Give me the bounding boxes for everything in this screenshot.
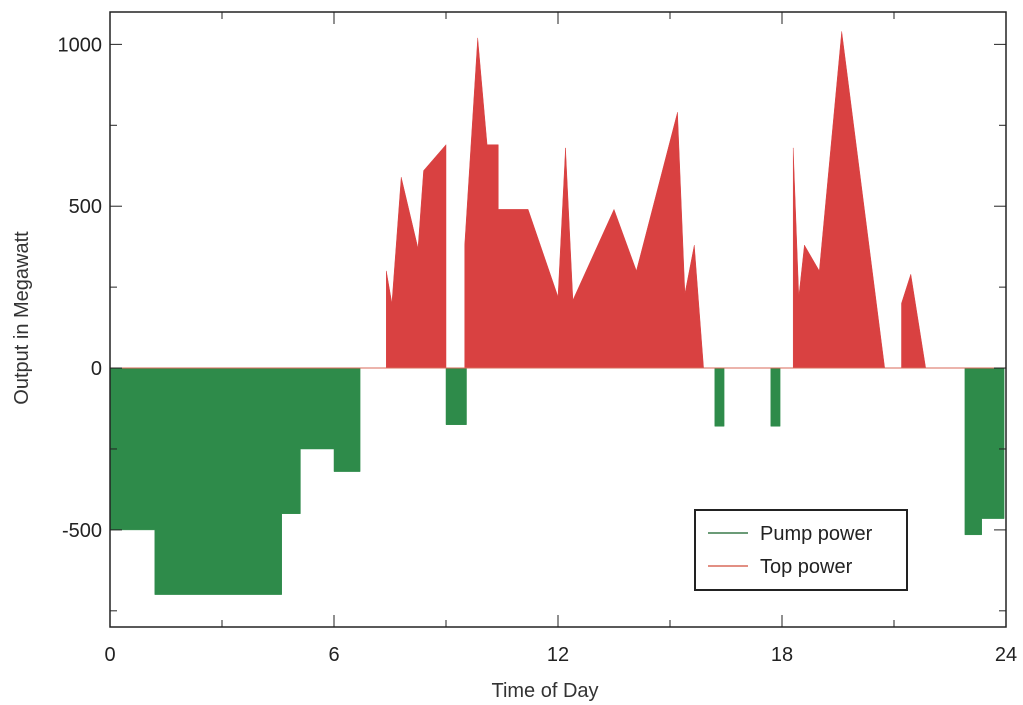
x-tick-label: 6 — [328, 644, 339, 666]
y-axis-title: Output in Megawatt — [11, 231, 33, 405]
y-tick-label: 0 — [91, 358, 102, 380]
legend-box — [694, 509, 908, 591]
x-tick-label: 12 — [547, 644, 569, 666]
legend-label-pump-power: Pump power — [760, 523, 873, 545]
legend: Pump power Top power — [694, 509, 908, 591]
x-tick-label: 24 — [995, 644, 1017, 666]
x-tick-label: 18 — [771, 644, 793, 666]
plot-frame — [109, 11, 1007, 628]
label-layer: 0 6 12 18 24 -500 0 500 1000 — [58, 34, 1018, 666]
x-tick-label: 0 — [104, 644, 115, 666]
y-tick-label: 1000 — [58, 34, 103, 56]
y-tick-label: -500 — [62, 520, 102, 542]
legend-label-top-power: Top power — [760, 556, 853, 578]
series-layer — [109, 31, 1006, 595]
series-area-top-power — [386, 31, 926, 369]
y-tick-label: 500 — [69, 196, 102, 218]
x-axis-title: Time of Day — [491, 680, 598, 702]
